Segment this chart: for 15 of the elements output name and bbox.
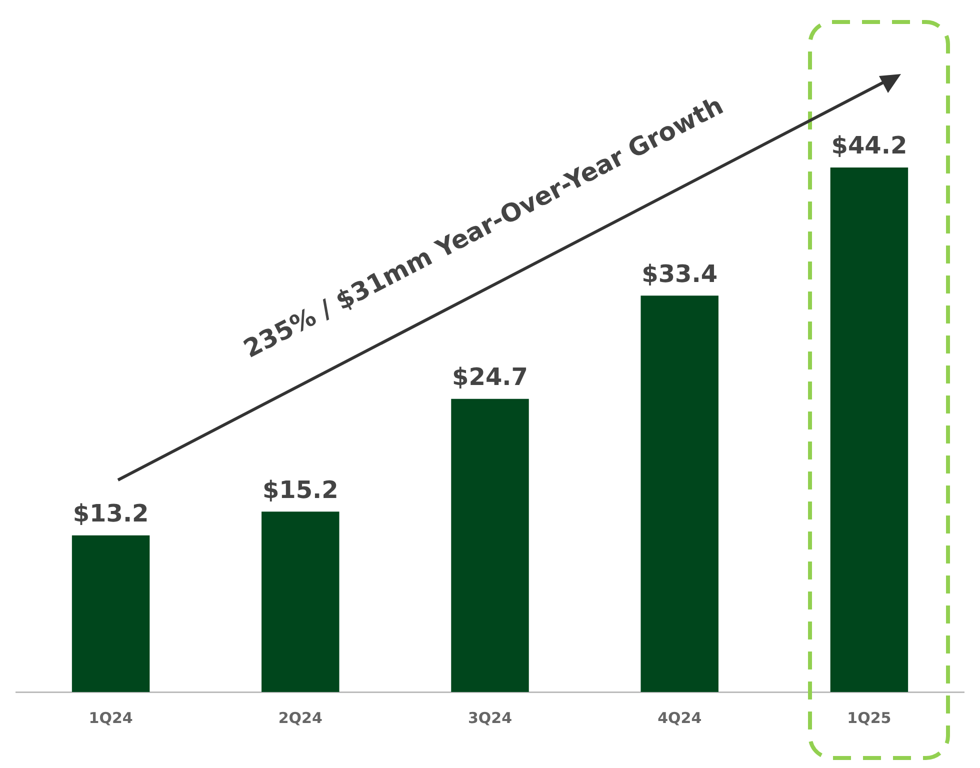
bar (72, 535, 150, 692)
data-label: $24.7 (452, 363, 528, 392)
x-tick-label: 1Q25 (847, 708, 892, 727)
x-tick-label: 2Q24 (278, 708, 322, 727)
bar (640, 296, 718, 692)
data-label: $44.2 (831, 132, 908, 160)
data-label: $13.2 (72, 500, 149, 528)
x-tick-label: 4Q24 (658, 708, 702, 727)
x-tick-label: 3Q24 (468, 708, 512, 727)
bar (830, 167, 908, 692)
data-label: $33.4 (642, 260, 718, 288)
x-tick-label: 1Q24 (88, 708, 133, 727)
bar (451, 398, 529, 692)
data-label: $15.2 (262, 476, 338, 504)
bar (262, 512, 340, 692)
